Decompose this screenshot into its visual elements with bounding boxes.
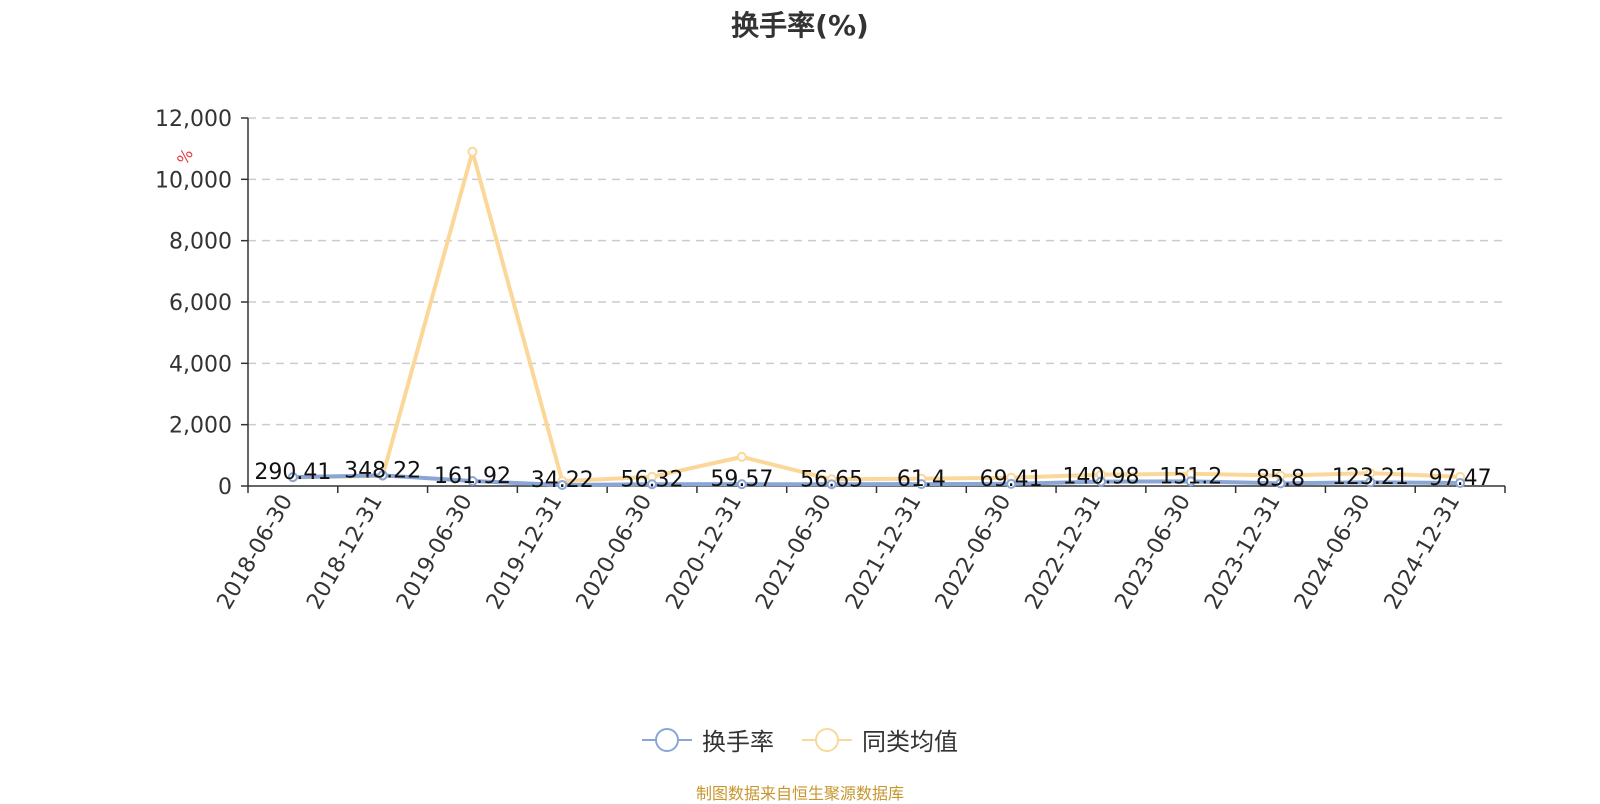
y-tick-label: 0: [218, 475, 232, 500]
data-point-series-1[interactable]: [1455, 478, 1466, 489]
x-tick-label: 2021-06-30: [751, 491, 837, 614]
x-tick-label: 2018-12-31: [302, 491, 388, 614]
y-tick-label: 8,000: [169, 230, 232, 255]
data-point-series-1[interactable]: [287, 472, 298, 483]
data-label: 85.8: [1256, 466, 1305, 491]
data-label: 56.65: [800, 467, 863, 492]
data-label: 140.98: [1062, 465, 1139, 490]
data-point-series-2[interactable]: [736, 451, 747, 462]
legend-line-circle-icon: [642, 727, 692, 752]
data-point-series-2[interactable]: [1365, 468, 1376, 479]
x-tick-label: 2021-12-31: [841, 490, 927, 613]
series-lines: [287, 146, 1466, 490]
x-tick-label: 2020-06-30: [572, 491, 658, 614]
grid-lines: [248, 117, 1505, 426]
data-label: 59.57: [710, 467, 773, 492]
y-tick-label: 4,000: [169, 352, 232, 377]
data-point-series-1[interactable]: [647, 479, 658, 490]
data-labels: 290.41 348.22 161.92 34.22 56.32 59.57 56.65 61…: [254, 458, 1491, 493]
chart-title: 换手率(%): [731, 9, 869, 42]
legend: 换手率 同类均值: [0, 722, 1600, 757]
y-unit-label: %: [173, 145, 197, 168]
data-point-series-1[interactable]: [1185, 476, 1196, 487]
data-point-series-2[interactable]: [467, 146, 478, 157]
line-chart: 0 2,000 4,000 6,000 8,000 10,000 12,000 2018-0…: [155, 107, 1506, 614]
data-point-series-1[interactable]: [1095, 476, 1106, 487]
x-tick-label: 2022-12-31: [1021, 491, 1107, 614]
x-tick-labels: 2018-06-30 2018-12-31 2019-06-30 2019-12-31…: [213, 490, 1466, 613]
data-label: 348.22: [344, 458, 421, 483]
data-point-series-1[interactable]: [1275, 478, 1286, 489]
data-point-series-1[interactable]: [557, 479, 568, 490]
y-tick-label: 6,000: [169, 291, 232, 316]
data-label: 34.22: [531, 468, 594, 493]
x-tick-label: 2020-12-31: [661, 491, 747, 614]
y-tick-labels: 0 2,000 4,000 6,000 8,000 10,000 12,000: [155, 107, 232, 500]
data-point-series-1[interactable]: [467, 476, 478, 487]
x-tick-label: 2024-12-31: [1380, 491, 1466, 614]
x-tick-label: 2023-06-30: [1110, 491, 1196, 614]
data-point-series-1[interactable]: [377, 470, 388, 481]
x-tick-label: 2018-06-30: [213, 491, 299, 614]
data-label: 151.2: [1159, 464, 1222, 489]
legend-label-series-2: 同类均值: [862, 728, 958, 756]
data-point-series-1[interactable]: [916, 479, 927, 490]
legend-line-circle-icon: [802, 727, 852, 752]
legend-label-series-1: 换手率: [702, 728, 774, 756]
data-point-series-1[interactable]: [1365, 477, 1376, 488]
x-tick-label: 2023-12-31: [1200, 491, 1286, 614]
data-label: 56.32: [621, 467, 684, 492]
data-label: 61.4: [897, 467, 946, 492]
x-tick-label: 2024-06-30: [1290, 491, 1376, 614]
y-tick-label: 2,000: [169, 414, 232, 439]
legend-item-series-1[interactable]: 换手率: [642, 722, 774, 757]
data-label: 290.41: [254, 460, 331, 485]
data-label: 97.47: [1429, 466, 1492, 491]
x-tick-label: 2019-12-31: [482, 491, 568, 614]
series-line-1: [292, 473, 1461, 487]
y-tick-label: 12,000: [155, 107, 232, 132]
source-note: 制图数据来自恒生聚源数据库: [695, 784, 904, 803]
series-line-2: [292, 149, 1461, 484]
data-label: 69.41: [980, 467, 1043, 492]
data-label: 123.21: [1332, 465, 1409, 490]
y-tick-label: 10,000: [155, 168, 232, 193]
data-point-series-1[interactable]: [1006, 478, 1017, 489]
data-point-series-1[interactable]: [736, 479, 747, 490]
legend-item-series-2[interactable]: 同类均值: [802, 722, 958, 757]
data-point-series-1[interactable]: [826, 479, 837, 490]
x-tick-label: 2022-06-30: [931, 491, 1017, 614]
x-tick-label: 2019-06-30: [392, 491, 478, 614]
data-label: 161.92: [434, 464, 511, 489]
